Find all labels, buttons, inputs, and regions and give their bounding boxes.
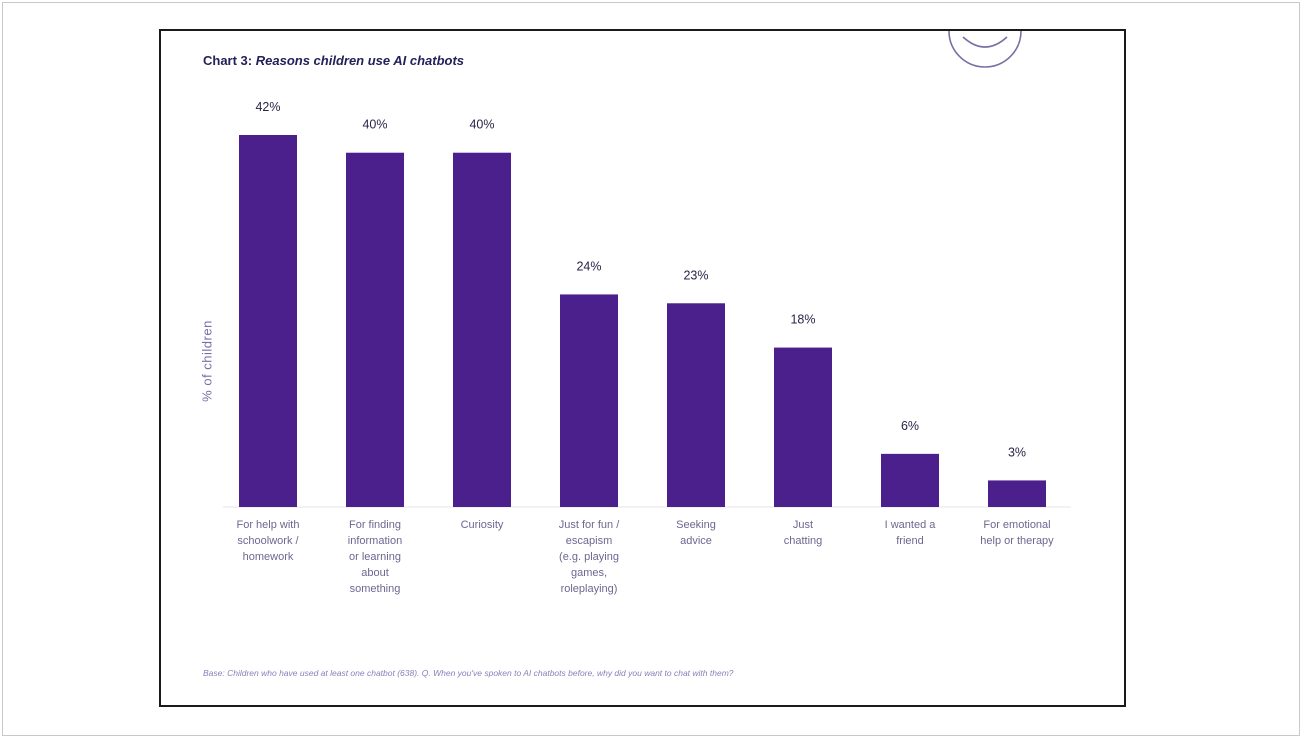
category-label-line: games, [571,567,607,579]
chart-slide: Chart 3: Reasons children use AI chatbot… [159,29,1126,707]
category-label-line: homework [243,551,294,563]
category-label-line: help or therapy [980,535,1054,547]
chart-footnote: Base: Children who have used at least on… [203,668,734,678]
category-label: For help with schoolwork / homework [237,519,300,563]
bar [988,480,1046,507]
category-label: Just for fun / escapism (e.g. playing games… [559,519,620,595]
category-label-line: Curiosity [461,519,504,531]
data-label: 3% [1008,445,1026,459]
bar [560,294,618,507]
chart-title-prefix: Chart 3: [203,53,253,68]
category-label-line: I wanted a [885,519,937,531]
category-label-line: (e.g. playing [559,551,619,563]
category-label-line: For emotional [983,519,1050,531]
bar [667,303,725,507]
category-label-line: Just [793,519,813,531]
data-label: 6% [901,419,919,433]
category-label: For emotional help or therapy [980,519,1054,547]
chart-title: Chart 3: Reasons children use AI chatbot… [203,53,464,68]
category-label-line: For help with [237,519,300,531]
category-label-line: roleplaying) [561,583,618,595]
category-label-line: friend [896,535,924,547]
data-label: 24% [576,259,601,273]
category-label: For finding information or learning about so… [348,519,402,595]
category-label-line: or learning [349,551,401,563]
category-label-line: information [348,535,402,547]
category-label: Just chatting [784,519,823,547]
category-label-line: chatting [784,535,823,547]
category-label: Seeking advice [676,519,716,547]
decorative-smile-icon [948,30,1022,68]
category-label-line: Seeking [676,519,716,531]
bar [881,453,939,507]
chart-title-text: Reasons children use AI chatbots [255,53,465,68]
category-label: Curiosity [461,519,504,531]
category-label-line: about [361,567,389,579]
data-label: 42% [255,100,280,114]
data-label: 23% [683,268,708,282]
category-label-line: For finding [349,519,401,531]
category-label-line: schoolwork / [237,535,299,547]
data-label: 40% [362,118,387,132]
bar [774,347,832,507]
category-label-line: something [350,583,401,595]
category-label-line: Just for fun / [559,519,620,531]
category-label: I wanted a friend [885,519,937,547]
bar-chart: 42% For help with schoolwork / homework 40% F… [223,100,1071,595]
bar [453,152,511,507]
category-label-line: escapism [566,535,612,547]
bar [346,152,404,507]
bar [239,135,297,507]
data-label: 18% [790,313,815,327]
data-label: 40% [469,118,494,132]
category-label-line: advice [680,535,712,547]
